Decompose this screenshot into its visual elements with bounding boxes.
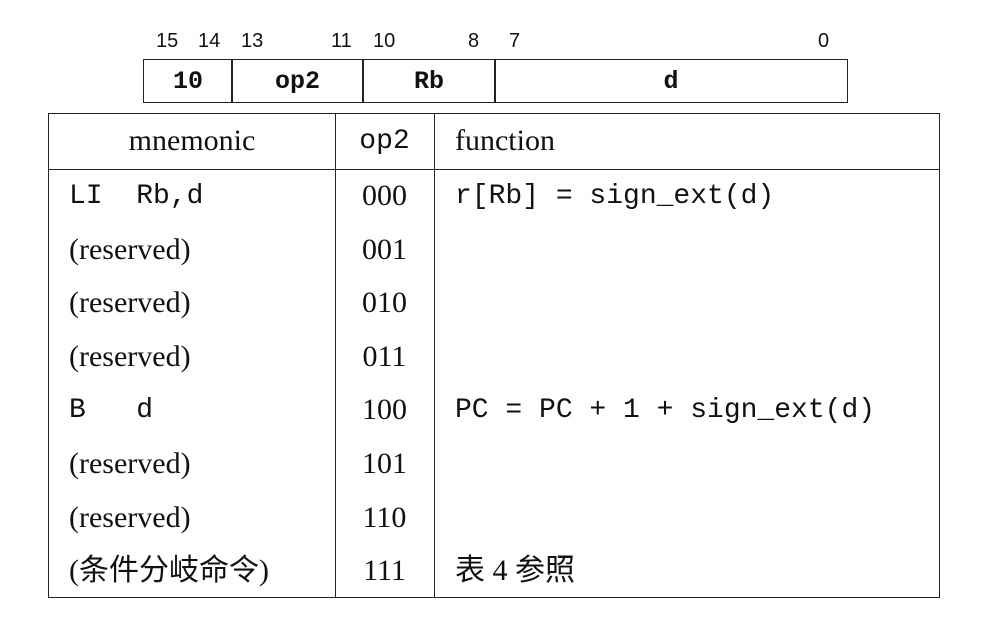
column-divider [434,114,435,597]
row-function: 表 4 参照 [455,554,575,587]
row-mnemonic: (reserved) [69,340,191,373]
header-function: function [455,124,555,157]
format-field-op2: op2 [231,59,364,103]
row-op2: 111 [363,554,406,587]
row-op2: 010 [362,286,407,319]
header-op2: op2 [359,126,410,157]
row-mnemonic: (reserved) [69,501,191,534]
format-field-opcode: 10 [143,59,233,103]
bit-number-8: 8 [468,30,480,52]
row-mnemonic: (reserved) [69,233,191,266]
row-mnemonic: (reserved) [69,286,191,319]
format-field-d: d [494,59,848,103]
row-op2: 101 [362,447,407,480]
row-op2: 001 [362,233,407,266]
instruction-table: mnemonic op2 function LI Rb,d 000 r[Rb] … [48,113,940,598]
row-op2: 000 [362,179,407,212]
row-op2: 011 [362,340,407,373]
row-mnemonic: B d [69,395,154,426]
row-op2: 110 [362,501,407,534]
row-mnemonic: (reserved) [69,447,191,480]
header-mnemonic: mnemonic [128,124,256,157]
header-divider [49,169,939,170]
row-mnemonic: (条件分岐命令) [69,554,269,587]
bit-number-10: 10 [373,30,396,52]
bit-number-15: 15 [156,30,179,52]
bit-number-11: 11 [331,30,352,52]
row-function: PC = PC + 1 + sign_ext(d) [455,395,876,426]
bit-number-13: 13 [241,30,264,52]
format-field-rb: Rb [362,59,496,103]
bit-number-7: 7 [509,30,521,52]
column-divider [335,114,336,597]
bit-number-14: 14 [198,30,221,52]
row-op2: 100 [362,393,407,426]
row-function: r[Rb] = sign_ext(d) [455,181,775,212]
bit-number-0: 0 [818,30,830,52]
row-mnemonic: LI Rb,d [69,181,204,212]
